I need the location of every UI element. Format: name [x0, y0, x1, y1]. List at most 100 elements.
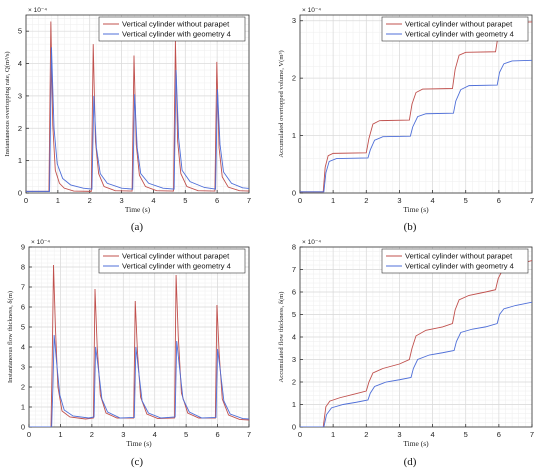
panel-b: 0 1 2 3 4 5 6 7 0 1 2 3 × 10⁻⁴ Time (s) Accumulated ov… [278, 7, 534, 233]
axis-exponent: × 10⁻⁴ [28, 7, 47, 14]
legend-entry: Vertical cylinder without parapet [405, 252, 513, 261]
series-line-geometry-4 [300, 301, 532, 427]
panel-c: 0 1 2 3 4 5 6 7 0 1 2 3 4 5 6 7 8 9 × 10⁻⁴ Time (s) Instanta… [7, 239, 251, 468]
legend-entry: Vertical cylinder with geometry 4 [405, 30, 514, 39]
y-tick-label: 0 [18, 189, 22, 198]
series-group [300, 21, 532, 193]
y-tick-label: 8 [21, 263, 25, 272]
y-tick-label: 2 [292, 74, 296, 83]
x-tick-label: 3 [119, 196, 123, 205]
axis-exponent: × 10⁻⁴ [302, 239, 321, 246]
legend: Vertical cylinder without parapetVertica… [98, 248, 246, 274]
plot-area [26, 15, 249, 193]
legend-entry: Vertical cylinder without parapet [405, 20, 513, 29]
plot-area [300, 15, 532, 193]
x-tick-label: 1 [58, 430, 62, 439]
x-axis-label: Time (s) [403, 439, 429, 448]
y-tick-label: 0 [292, 423, 296, 432]
x-tick-label: 6 [497, 196, 501, 205]
x-tick-label: 4 [153, 430, 157, 439]
panel-d: 0 1 2 3 4 5 6 7 0 1 2 3 4 5 6 7 8 × 10⁻⁴ Time (s) Accumulat… [278, 239, 534, 468]
legend-entry: Vertical cylinder without parapet [122, 252, 230, 261]
y-tick-label: 7 [21, 283, 25, 292]
series-line-geometry-4 [300, 59, 532, 193]
y-tick-label: 7 [292, 265, 296, 274]
axis-exponent: × 10⁻⁴ [31, 239, 50, 246]
x-tick-label: 1 [56, 196, 60, 205]
y-tick-label: 3 [292, 16, 296, 25]
panel-label: (b) [404, 221, 417, 233]
x-tick-label: 6 [497, 430, 501, 439]
y-tick-label: 1 [18, 156, 22, 165]
panel-label: (c) [131, 456, 144, 468]
panel-label: (d) [404, 456, 417, 468]
x-tick-label: 4 [430, 430, 434, 439]
y-tick-label: 8 [292, 243, 296, 252]
legend-entry: Vertical cylinder with geometry 4 [405, 262, 514, 271]
legend-entry: Vertical cylinder with geometry 4 [122, 30, 231, 39]
y-tick-label: 6 [292, 288, 296, 297]
y-tick-label: 3 [21, 363, 25, 372]
x-tick-label: 6 [215, 196, 219, 205]
legend-box [381, 248, 529, 274]
legend: Vertical cylinder without parapetVertica… [381, 16, 529, 42]
x-axis-label: Time (s) [403, 205, 429, 214]
x-tick-label: 5 [183, 196, 187, 205]
y-tick-label: 5 [18, 27, 22, 36]
legend-box [98, 16, 246, 42]
y-tick-label: 1 [292, 400, 296, 409]
axis-exponent: × 10⁻⁴ [302, 7, 321, 14]
x-tick-label: 5 [184, 430, 188, 439]
y-tick-label: 4 [21, 343, 25, 352]
x-tick-label: 6 [215, 430, 219, 439]
y-tick-label: 0 [292, 189, 296, 198]
axes-frame [299, 14, 533, 194]
panel-label: (a) [131, 221, 144, 233]
x-tick-label: 0 [24, 196, 28, 205]
y-axis-label: Accumulated flow thickness, δ(m) [278, 292, 285, 383]
panel-a: 0 1 2 3 4 5 6 7 0 1 2 3 4 5 × 10⁻⁴ Time (s) Instantaneou… [4, 7, 251, 233]
x-tick-label: 0 [27, 430, 31, 439]
x-tick-label: 7 [247, 430, 251, 439]
y-axis-label: Instantaneous overtopping rate, Q(m³/s) [4, 51, 11, 156]
y-tick-label: 3 [292, 355, 296, 364]
y-tick-label: 4 [292, 333, 296, 342]
legend-box [98, 248, 246, 274]
y-tick-label: 5 [292, 310, 296, 319]
legend: Vertical cylinder without parapetVertica… [98, 16, 246, 42]
series-group [300, 260, 532, 427]
axes-frame [25, 14, 250, 194]
x-tick-label: 4 [151, 196, 155, 205]
x-tick-label: 7 [530, 196, 534, 205]
y-tick-label: 1 [21, 403, 25, 412]
series-group [29, 264, 249, 427]
y-tick-label: 2 [21, 383, 25, 392]
y-tick-label: 2 [18, 124, 22, 133]
legend-box [381, 16, 529, 42]
x-tick-label: 3 [397, 430, 401, 439]
x-tick-label: 0 [298, 430, 302, 439]
x-tick-label: 1 [331, 430, 335, 439]
x-tick-label: 2 [364, 196, 368, 205]
y-tick-label: 9 [21, 243, 25, 252]
y-tick-label: 6 [21, 303, 25, 312]
x-tick-label: 3 [397, 196, 401, 205]
y-tick-label: 3 [18, 91, 22, 100]
series-line-without-parapet [26, 21, 249, 192]
y-tick-label: 5 [21, 323, 25, 332]
legend: Vertical cylinder without parapetVertica… [381, 248, 529, 274]
x-tick-label: 1 [331, 196, 335, 205]
y-tick-label: 0 [21, 423, 25, 432]
x-tick-label: 7 [247, 196, 251, 205]
series-line-without-parapet [300, 21, 532, 193]
series-line-geometry-4 [29, 334, 249, 427]
y-tick-label: 2 [292, 378, 296, 387]
axes-frame [28, 246, 250, 428]
y-axis-label: Accumulated overtopped volume, V(m³) [278, 50, 285, 157]
y-axis-label: Instantaneous flow thickness, δ(m) [7, 291, 14, 383]
legend-entry: Vertical cylinder with geometry 4 [122, 262, 231, 271]
x-tick-label: 4 [430, 196, 434, 205]
x-tick-label: 3 [121, 430, 125, 439]
plot-area [29, 247, 249, 427]
